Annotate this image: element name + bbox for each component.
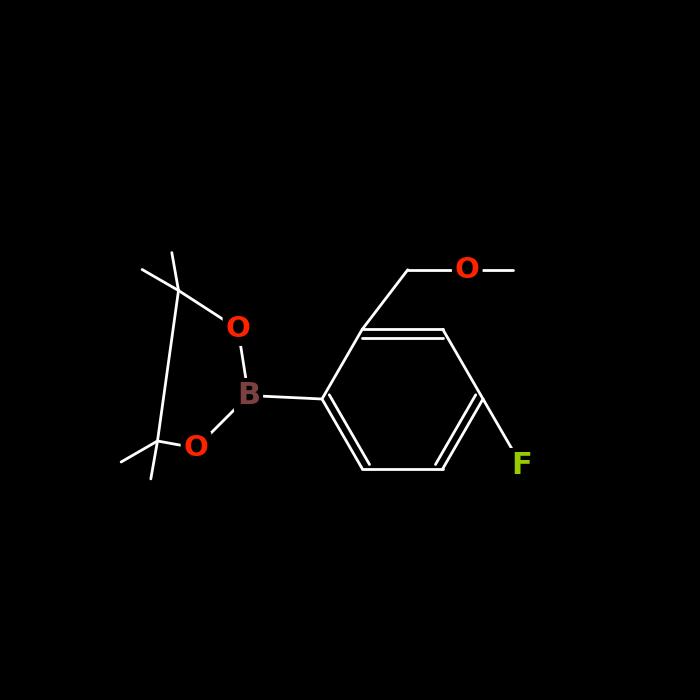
Text: F: F — [511, 451, 532, 480]
Text: O: O — [183, 434, 209, 462]
Text: O: O — [225, 315, 251, 343]
Text: B: B — [237, 381, 260, 410]
Text: O: O — [455, 256, 480, 284]
